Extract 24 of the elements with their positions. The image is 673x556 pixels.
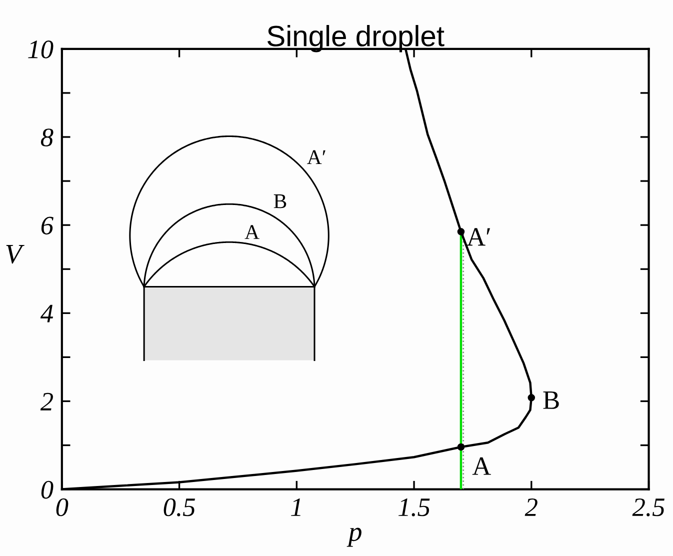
y-tick-label: 10 (28, 40, 54, 58)
x-tick-label: 2.5 (632, 498, 664, 516)
y-tick-label: 8 (40, 128, 54, 146)
annotation: A (472, 457, 491, 475)
annotation: B (543, 392, 559, 409)
x-tick-label: 1.5 (398, 498, 430, 516)
chart-title: Single droplet (267, 25, 444, 52)
annotation: A′ (466, 228, 490, 246)
y-tick-label: 2 (40, 392, 53, 410)
y-tick-label: 4 (40, 304, 53, 322)
point (457, 228, 465, 236)
y-axis-title: V (6, 245, 24, 264)
x-tick-label: 0 (56, 498, 68, 516)
annotation: A (244, 225, 260, 239)
y-tick-label: 6 (41, 216, 54, 234)
point (528, 394, 536, 402)
point (457, 443, 465, 451)
y-tick-label: 0 (41, 480, 54, 499)
x-tick-label: 1 (291, 498, 300, 516)
x-tick-label: 2 (524, 498, 538, 516)
x-axis-title: p (346, 528, 362, 547)
annotation: A′ (307, 150, 326, 164)
annotation: B (274, 194, 286, 208)
x-tick-label: 0.5 (164, 498, 195, 516)
